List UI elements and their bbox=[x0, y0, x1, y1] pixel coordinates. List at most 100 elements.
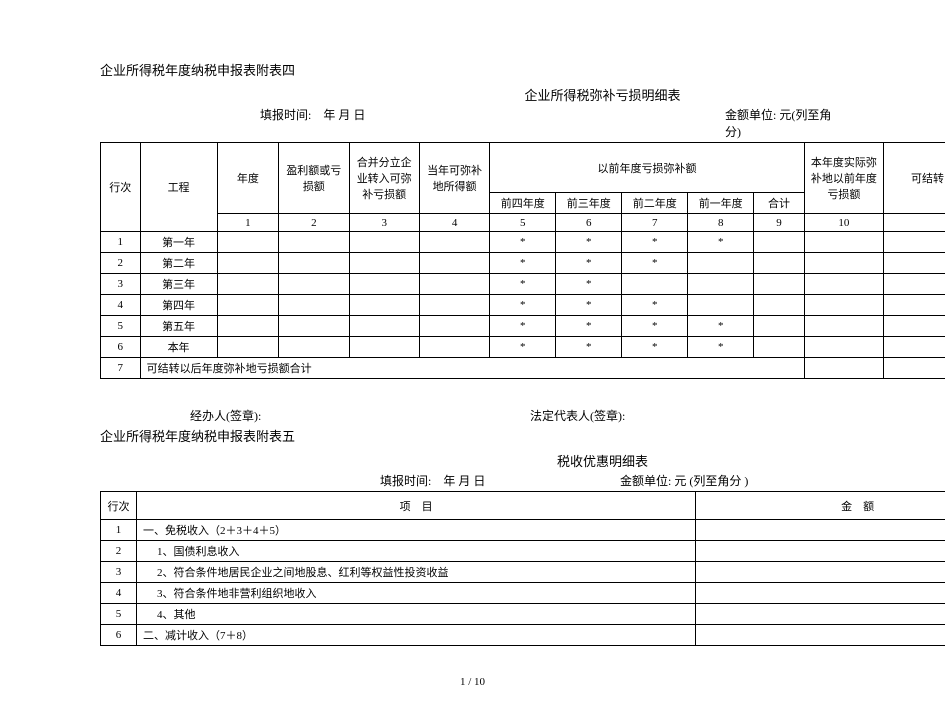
handler-sig: 经办人(签章): bbox=[190, 407, 530, 424]
sum-row: 7 可结转以后年度弥补地亏损额合计 bbox=[101, 358, 945, 379]
item: 1、国债利息收入 bbox=[136, 541, 695, 562]
amt bbox=[696, 604, 945, 625]
cn10: 10 bbox=[804, 214, 883, 232]
r3n: 3 bbox=[101, 274, 141, 295]
amt bbox=[696, 583, 945, 604]
c: * bbox=[490, 295, 556, 316]
h-year: 年度 bbox=[217, 143, 279, 214]
amt bbox=[696, 562, 945, 583]
c bbox=[217, 274, 279, 295]
table-row: 5 第五年 * * * * bbox=[101, 316, 945, 337]
r4l: 第四年 bbox=[140, 295, 217, 316]
r2n: 2 bbox=[101, 253, 141, 274]
cn4: 4 bbox=[419, 214, 489, 232]
c: * bbox=[556, 274, 622, 295]
h2-rownum: 行次 bbox=[101, 492, 137, 520]
c bbox=[279, 316, 349, 337]
amt bbox=[696, 520, 945, 541]
n: 1 bbox=[101, 520, 137, 541]
c bbox=[688, 253, 754, 274]
c bbox=[883, 316, 945, 337]
c bbox=[349, 337, 419, 358]
c bbox=[804, 316, 883, 337]
c bbox=[419, 316, 489, 337]
c: * bbox=[556, 295, 622, 316]
r5l: 第五年 bbox=[140, 316, 217, 337]
c bbox=[217, 232, 279, 253]
cn6: 6 bbox=[556, 214, 622, 232]
c bbox=[754, 274, 805, 295]
c: * bbox=[622, 316, 688, 337]
h-current: 当年可弥补地所得额 bbox=[419, 143, 489, 214]
c bbox=[804, 232, 883, 253]
c bbox=[217, 316, 279, 337]
c bbox=[754, 316, 805, 337]
meta-row-1: 填报时间: 年 月 日 金额单位: 元(列至角分) bbox=[100, 106, 845, 140]
n: 5 bbox=[101, 604, 137, 625]
c bbox=[883, 274, 945, 295]
c bbox=[349, 295, 419, 316]
c bbox=[279, 274, 349, 295]
c bbox=[883, 253, 945, 274]
r1l: 第一年 bbox=[140, 232, 217, 253]
c bbox=[883, 337, 945, 358]
c bbox=[804, 358, 883, 379]
r4n: 4 bbox=[101, 295, 141, 316]
c bbox=[217, 253, 279, 274]
preference-table: 行次 项 目 金 额 1 一、免税收入（2＋3＋4＋5） 2 1、国债利息收入 … bbox=[100, 491, 945, 646]
attachment4-title: 企业所得税年度纳税申报表附表四 bbox=[100, 60, 845, 79]
c: * bbox=[622, 232, 688, 253]
c: * bbox=[688, 337, 754, 358]
h-profitloss: 盈利额或亏损额 bbox=[279, 143, 349, 214]
c: * bbox=[688, 232, 754, 253]
c bbox=[804, 337, 883, 358]
table-row: 6 二、减计收入（7＋8） bbox=[101, 625, 945, 646]
cn2: 2 bbox=[279, 214, 349, 232]
r2l: 第二年 bbox=[140, 253, 217, 274]
c bbox=[754, 295, 805, 316]
r6n: 6 bbox=[101, 337, 141, 358]
table-row: 5 4、其他 bbox=[101, 604, 945, 625]
h-p1: 前一年度 bbox=[688, 193, 754, 214]
c bbox=[279, 295, 349, 316]
h-merge: 合并分立企业转入可弥补亏损额 bbox=[349, 143, 419, 214]
h2-amount: 金 额 bbox=[696, 492, 945, 520]
fill-time-2: 填报时间: 年 月 日 bbox=[380, 472, 620, 489]
cn3: 3 bbox=[349, 214, 419, 232]
c bbox=[754, 253, 805, 274]
h2-item: 项 目 bbox=[136, 492, 695, 520]
c bbox=[754, 232, 805, 253]
c bbox=[279, 253, 349, 274]
c bbox=[419, 253, 489, 274]
unit-1: 金额单位: 元(列至角分) bbox=[725, 106, 845, 140]
amt bbox=[696, 625, 945, 646]
cn7: 7 bbox=[622, 214, 688, 232]
h-actual: 本年度实际弥补地以前年度亏损额 bbox=[804, 143, 883, 214]
table2-title: 税收优惠明细表 bbox=[100, 451, 845, 470]
c bbox=[349, 316, 419, 337]
c: * bbox=[490, 232, 556, 253]
item: 3、符合条件地非营利组织地收入 bbox=[136, 583, 695, 604]
c: * bbox=[556, 337, 622, 358]
table-row: 1 一、免税收入（2＋3＋4＋5） bbox=[101, 520, 945, 541]
item: 一、免税收入（2＋3＋4＋5） bbox=[136, 520, 695, 541]
c: * bbox=[490, 253, 556, 274]
colnum-row: 1 2 3 4 5 6 7 8 9 10 11 bbox=[101, 214, 945, 232]
r7l: 可结转以后年度弥补地亏损额合计 bbox=[140, 358, 804, 379]
c bbox=[804, 253, 883, 274]
c: * bbox=[688, 316, 754, 337]
table-row: 6 本年 * * * * bbox=[101, 337, 945, 358]
table-row: 4 3、符合条件地非营利组织地收入 bbox=[101, 583, 945, 604]
c bbox=[217, 337, 279, 358]
item: 二、减计收入（7＋8） bbox=[136, 625, 695, 646]
c bbox=[883, 295, 945, 316]
c bbox=[419, 232, 489, 253]
h-p4: 前四年度 bbox=[490, 193, 556, 214]
c bbox=[349, 232, 419, 253]
c bbox=[419, 295, 489, 316]
cn11: 11 bbox=[883, 214, 945, 232]
n: 6 bbox=[101, 625, 137, 646]
c: * bbox=[622, 295, 688, 316]
table-row: 4 第四年 * * * bbox=[101, 295, 945, 316]
c bbox=[804, 274, 883, 295]
